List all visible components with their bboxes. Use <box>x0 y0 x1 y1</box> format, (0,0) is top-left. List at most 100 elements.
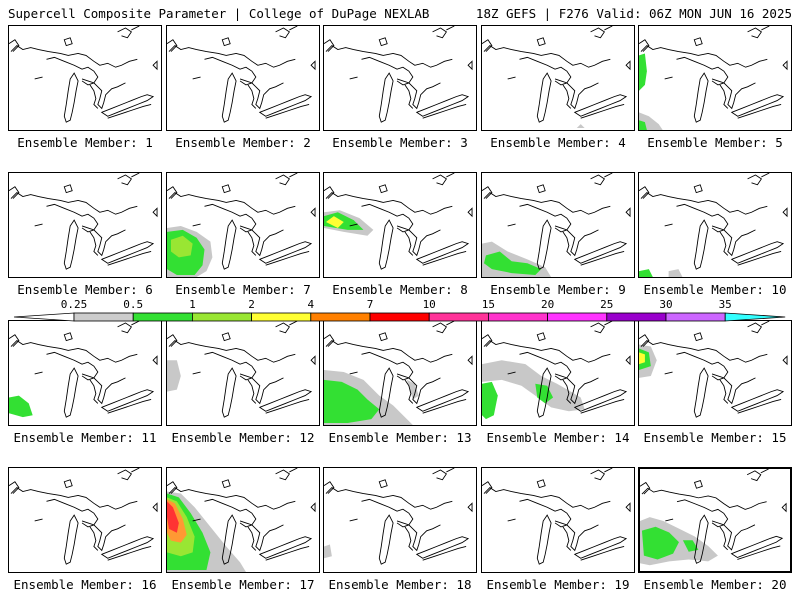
legend-swatch <box>251 312 312 322</box>
great-lakes-basemap <box>324 468 473 565</box>
scp-field <box>324 544 332 559</box>
scp-field <box>167 491 246 572</box>
ensemble-member-label: Ensemble Member: 13 <box>328 430 472 445</box>
ensemble-panel-17[interactable] <box>166 467 320 573</box>
ensemble-panel-18[interactable] <box>323 467 477 573</box>
ensemble-member-label: Ensemble Member: 6 <box>17 282 153 297</box>
great-lakes-basemap <box>167 468 316 565</box>
map-view <box>9 321 158 418</box>
ensemble-member-label: Ensemble Member: 9 <box>490 282 626 297</box>
map-view <box>324 468 473 565</box>
ensemble-member-label: Ensemble Member: 12 <box>171 430 315 445</box>
ensemble-panel-1[interactable] <box>8 25 162 131</box>
color-legend: 0.25 0.5 1 2 4 7 10 15 20 25 30 35 <box>13 298 786 330</box>
ensemble-member-label: Ensemble Member: 10 <box>643 282 787 297</box>
ensemble-panel-10[interactable] <box>638 172 792 278</box>
legend-swatch <box>73 312 134 322</box>
great-lakes-basemap <box>9 468 158 565</box>
great-lakes-basemap <box>9 26 158 123</box>
ensemble-member-label: Ensemble Member: 17 <box>171 577 315 592</box>
map-view <box>9 26 158 123</box>
great-lakes-basemap <box>9 321 158 418</box>
ensemble-panel-3[interactable] <box>323 25 477 131</box>
scp-field <box>167 360 181 392</box>
ensemble-panel-8[interactable] <box>323 172 477 278</box>
ensemble-panel-9[interactable] <box>481 172 635 278</box>
map-view <box>482 26 631 129</box>
great-lakes-basemap <box>482 468 631 565</box>
ensemble-panel-15[interactable] <box>638 320 792 426</box>
map-view <box>482 321 631 420</box>
map-view <box>9 468 158 565</box>
run-info: 18Z GEFS | F276 Valid: 06Z MON JUN 16 20… <box>475 6 792 21</box>
ensemble-panel-20[interactable] <box>638 467 792 573</box>
ensemble-panel-5[interactable] <box>638 25 792 131</box>
legend-tick-label: 7 <box>366 298 374 311</box>
ensemble-panel-4[interactable] <box>481 25 635 131</box>
great-lakes-basemap <box>482 26 631 123</box>
ensemble-panel-19[interactable] <box>481 467 635 573</box>
map-view <box>482 468 631 565</box>
ensemble-member-label: Ensemble Member: 2 <box>175 135 311 150</box>
great-lakes-basemap <box>167 321 316 418</box>
legend-tick-label: 15 <box>481 298 496 311</box>
scp-field <box>167 225 213 277</box>
map-view <box>639 26 788 130</box>
ensemble-member-label: Ensemble Member: 8 <box>332 282 468 297</box>
ensemble-panel-7[interactable] <box>166 172 320 278</box>
scp-field <box>324 210 374 236</box>
great-lakes-basemap <box>639 173 788 270</box>
legend-tick-label: 25 <box>600 298 614 311</box>
ensemble-member-label: Ensemble Member: 3 <box>332 135 468 150</box>
map-view <box>167 173 316 277</box>
great-lakes-basemap <box>482 173 631 270</box>
map-view <box>167 321 316 418</box>
great-lakes-basemap <box>639 26 788 123</box>
legend-arrow-low <box>13 312 75 322</box>
ensemble-panel-14[interactable] <box>481 320 635 426</box>
ensemble-panel-11[interactable] <box>8 320 162 426</box>
map-view <box>640 469 787 566</box>
great-lakes-basemap <box>482 321 631 418</box>
legend-swatch <box>606 312 667 322</box>
legend-swatch <box>547 312 608 322</box>
great-lakes-basemap <box>167 26 316 123</box>
scp-field <box>9 395 33 418</box>
ensemble-member-label: Ensemble Member: 7 <box>175 282 311 297</box>
legend-swatch <box>132 312 193 322</box>
great-lakes-basemap <box>324 321 473 418</box>
legend-tick-label: 0.5 <box>123 298 144 311</box>
legend-tick-label: 35 <box>718 298 732 311</box>
ensemble-member-label: Ensemble Member: 1 <box>17 135 153 150</box>
legend-tick-label: 2 <box>248 298 255 311</box>
legend-tick-label: 10 <box>422 298 436 311</box>
great-lakes-basemap <box>640 469 787 564</box>
great-lakes-basemap <box>9 173 158 270</box>
scp-field <box>482 241 552 277</box>
legend-swatch <box>369 312 430 322</box>
map-view <box>639 321 788 418</box>
legend-swatch <box>191 312 252 322</box>
map-view <box>167 26 316 123</box>
legend-swatch <box>665 312 726 322</box>
map-view <box>324 26 473 123</box>
ensemble-panel-16[interactable] <box>8 467 162 573</box>
scp-field <box>639 269 683 277</box>
legend-tick-label: 4 <box>307 298 315 311</box>
ensemble-panel-13[interactable] <box>323 320 477 426</box>
map-view <box>482 173 631 277</box>
ensemble-panel-2[interactable] <box>166 25 320 131</box>
great-lakes-basemap <box>639 321 788 418</box>
legend-arrow-high <box>724 312 786 322</box>
great-lakes-basemap <box>167 173 316 270</box>
scp-field <box>640 517 718 566</box>
great-lakes-basemap <box>324 26 473 123</box>
ensemble-panel-12[interactable] <box>166 320 320 426</box>
legend-swatch <box>428 312 489 322</box>
legend-tick-label: 20 <box>540 298 555 311</box>
scp-field <box>639 344 657 378</box>
map-view <box>639 173 788 277</box>
scp-field <box>639 53 663 130</box>
ensemble-member-label: Ensemble Member: 11 <box>13 430 157 445</box>
ensemble-panel-6[interactable] <box>8 172 162 278</box>
